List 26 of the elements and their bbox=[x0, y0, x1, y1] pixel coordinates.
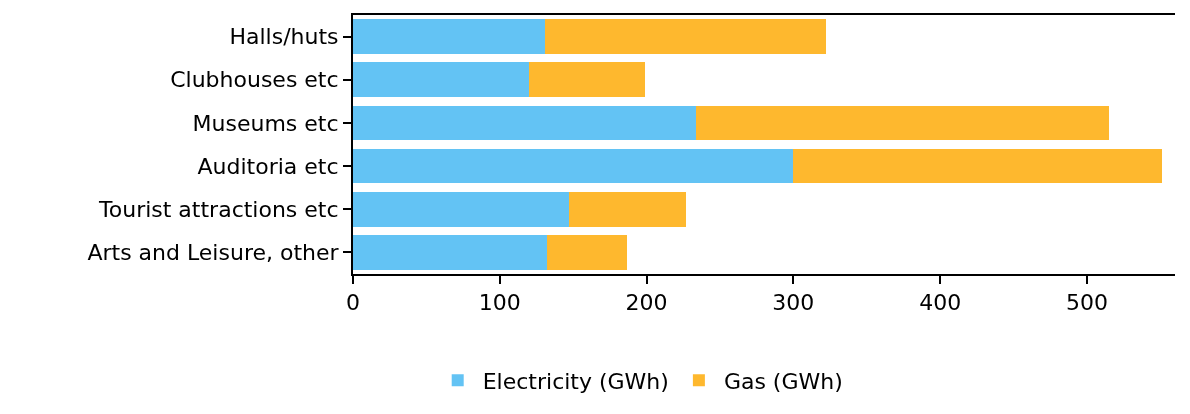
y-tick-label: Tourist attractions etc bbox=[98, 196, 339, 222]
bar bbox=[353, 148, 794, 184]
y-tick-label: Halls/huts bbox=[229, 24, 339, 50]
bar bbox=[353, 191, 569, 227]
bar bbox=[696, 105, 1109, 141]
bar bbox=[353, 19, 546, 54]
bar bbox=[568, 191, 687, 227]
bar bbox=[353, 235, 547, 270]
x-tick-label: 0 bbox=[346, 290, 360, 316]
bar bbox=[529, 62, 646, 98]
bar bbox=[546, 235, 628, 270]
x-tick-label: 400 bbox=[919, 290, 962, 316]
y-tick-label: Clubhouses etc bbox=[170, 67, 339, 93]
y-tick-label: Auditoria etc bbox=[197, 153, 339, 179]
bar bbox=[793, 148, 1162, 184]
bar bbox=[545, 19, 826, 54]
y-tick-label: Arts and Leisure, other bbox=[87, 240, 340, 266]
x-tick-label: 300 bbox=[772, 290, 815, 316]
x-tick-label: 200 bbox=[625, 290, 668, 316]
y-tick-label: Museums etc bbox=[192, 110, 339, 136]
x-tick-label: 100 bbox=[478, 290, 521, 316]
legend-label: Gas (GWh) bbox=[723, 368, 843, 394]
legend-label: Electricity (GWh) bbox=[482, 368, 669, 394]
x-tick-label: 500 bbox=[1065, 290, 1108, 316]
bar bbox=[353, 62, 530, 98]
bar bbox=[353, 105, 697, 141]
